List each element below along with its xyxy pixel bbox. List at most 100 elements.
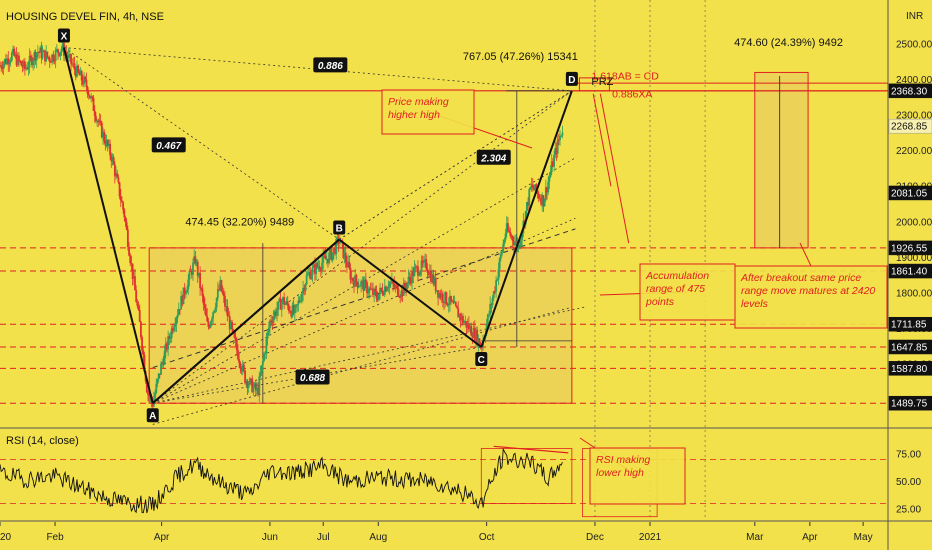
candle-464 [548,172,551,190]
candle-body [396,285,399,296]
candle-body [0,65,3,68]
candle-312 [368,286,371,299]
candle-body [550,161,553,172]
candle-body [151,401,154,407]
candle-body [241,364,244,372]
candle-175 [206,308,209,323]
candle-110 [129,253,132,267]
candle-338 [399,295,402,304]
candle-317 [374,285,377,297]
candle-196 [231,319,233,335]
candle-473 [559,129,561,146]
candle-209 [246,379,249,396]
annotation-5: PRZ [591,76,613,88]
candle-body [121,200,123,203]
candle-body [161,362,164,364]
candle-body [356,281,359,288]
candle-119 [139,320,142,340]
candle-body [383,286,386,295]
candle-body [409,278,412,284]
candle-body [54,49,57,61]
candle-body [79,71,82,76]
price-tick-2000: 2000.00 [896,217,932,228]
time-tick-jun: Jun [262,532,278,543]
candle-body [431,274,434,282]
candle-body [350,278,353,280]
candle-204 [240,366,243,375]
candle-48 [55,44,58,53]
candle-body [174,324,177,327]
candle-body [270,320,273,323]
callout-line: points [645,296,675,308]
candle-body [132,276,135,279]
candle-64 [74,66,77,81]
candle-body [330,249,333,261]
candle-body [496,279,499,281]
candle-body [109,143,112,156]
candle-body [535,184,538,192]
candle-467 [552,158,554,168]
candle-body [503,239,506,244]
candle-body [166,343,168,350]
candle-body [200,288,203,290]
candle-439 [518,240,521,250]
candle-body [417,266,419,276]
candle-body [160,363,162,375]
candle-body [112,157,115,165]
candle-body [148,394,151,397]
candle-body [520,239,522,247]
candle-body [34,52,37,61]
candle-body [131,263,134,279]
candle-176 [207,317,210,330]
candle-body [343,252,346,258]
candle-body [92,98,95,111]
candle-302 [356,281,359,294]
candle-76 [89,95,91,99]
time-tick-apr: Apr [154,532,170,543]
price-tag-1647.85-bg [888,339,932,355]
candle-427 [504,228,507,243]
candle-body [20,61,23,66]
candle-195 [229,319,232,330]
candle-body [504,233,507,240]
candle-body [411,270,413,284]
candle-5 [5,53,7,66]
candle-body [325,258,328,260]
candle-412 [486,313,489,327]
candle-292 [344,245,347,268]
time-tick-mar: Mar [746,532,764,543]
candle-223 [263,351,265,363]
price-tag-1587.80-bg [888,361,932,376]
price-tag-2268.85: 2268.85 [891,122,928,133]
candle-178 [209,320,212,329]
candle-body [167,336,170,350]
candle-448 [529,186,532,191]
candle-118 [138,304,141,322]
candle-40 [46,51,49,60]
candle-202 [238,352,241,369]
candle-body [376,298,379,301]
candle-body [426,268,429,273]
candle-80 [93,105,96,123]
candle-65 [76,60,78,78]
candle-303 [357,278,360,289]
candle-body [198,272,200,276]
candle-body [220,280,223,291]
candle-body [89,95,91,99]
candle-92 [108,139,110,149]
candle-body [273,311,276,317]
rsi-tick-50: 50.00 [896,477,921,488]
candle-body [305,274,308,285]
candle-232 [273,309,276,321]
candle-68 [79,67,82,76]
candle-body [247,384,250,388]
candle-body [321,262,323,270]
candle-body [280,301,283,310]
candle-14 [15,47,18,67]
candle-15 [16,51,19,67]
candle-body [432,274,435,284]
candle-body [231,321,233,330]
candle-body [302,287,305,294]
